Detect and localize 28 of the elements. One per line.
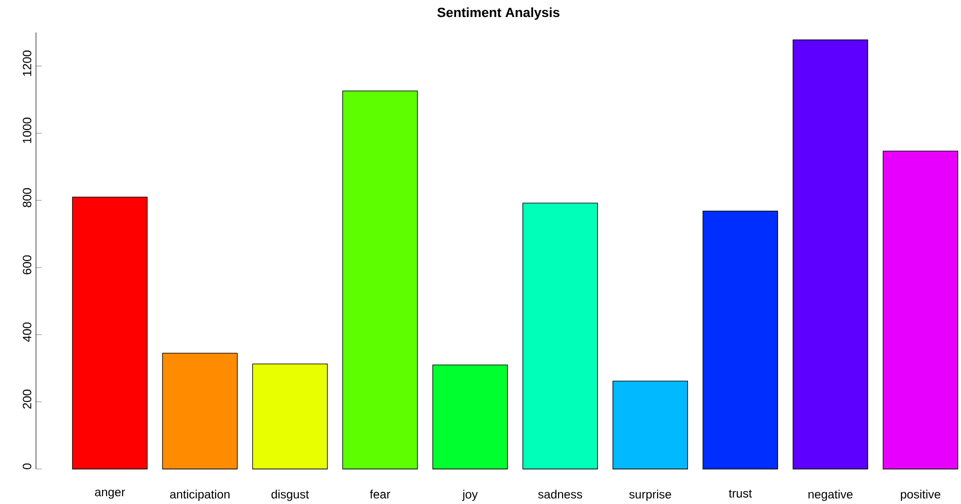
bar	[342, 90, 418, 470]
bar	[792, 40, 868, 470]
y-tick-label: 600	[22, 255, 32, 274]
bar	[432, 364, 508, 470]
x-tick-label: negative	[808, 490, 853, 501]
y-tick-label: 400	[22, 322, 32, 342]
bar	[612, 380, 688, 470]
x-tick-label: sadness	[538, 490, 582, 499]
bar	[162, 352, 238, 470]
x-tick-label: surprise	[629, 490, 672, 501]
x-tick-label: anger	[95, 490, 126, 499]
bar	[252, 364, 328, 470]
x-tick-label: joy	[462, 490, 478, 501]
chart-title: Sentiment Analysis	[437, 7, 560, 20]
y-tick-label: 0	[22, 463, 32, 470]
x-tick-label: trust	[728, 490, 752, 498]
y-tick-label: 800	[22, 188, 32, 208]
bar	[882, 150, 958, 470]
x-tick-label: fear	[370, 490, 390, 499]
x-tick-label: anticipation	[170, 490, 230, 501]
x-tick-label: disgust	[271, 490, 309, 501]
y-tick-label: 1000	[22, 118, 32, 143]
bar	[522, 202, 598, 470]
bar	[72, 196, 148, 470]
x-tick-label: positive	[900, 490, 940, 501]
y-tick-label: 200	[22, 390, 32, 409]
y-tick-label: 1200	[22, 50, 32, 76]
bar	[702, 210, 778, 470]
